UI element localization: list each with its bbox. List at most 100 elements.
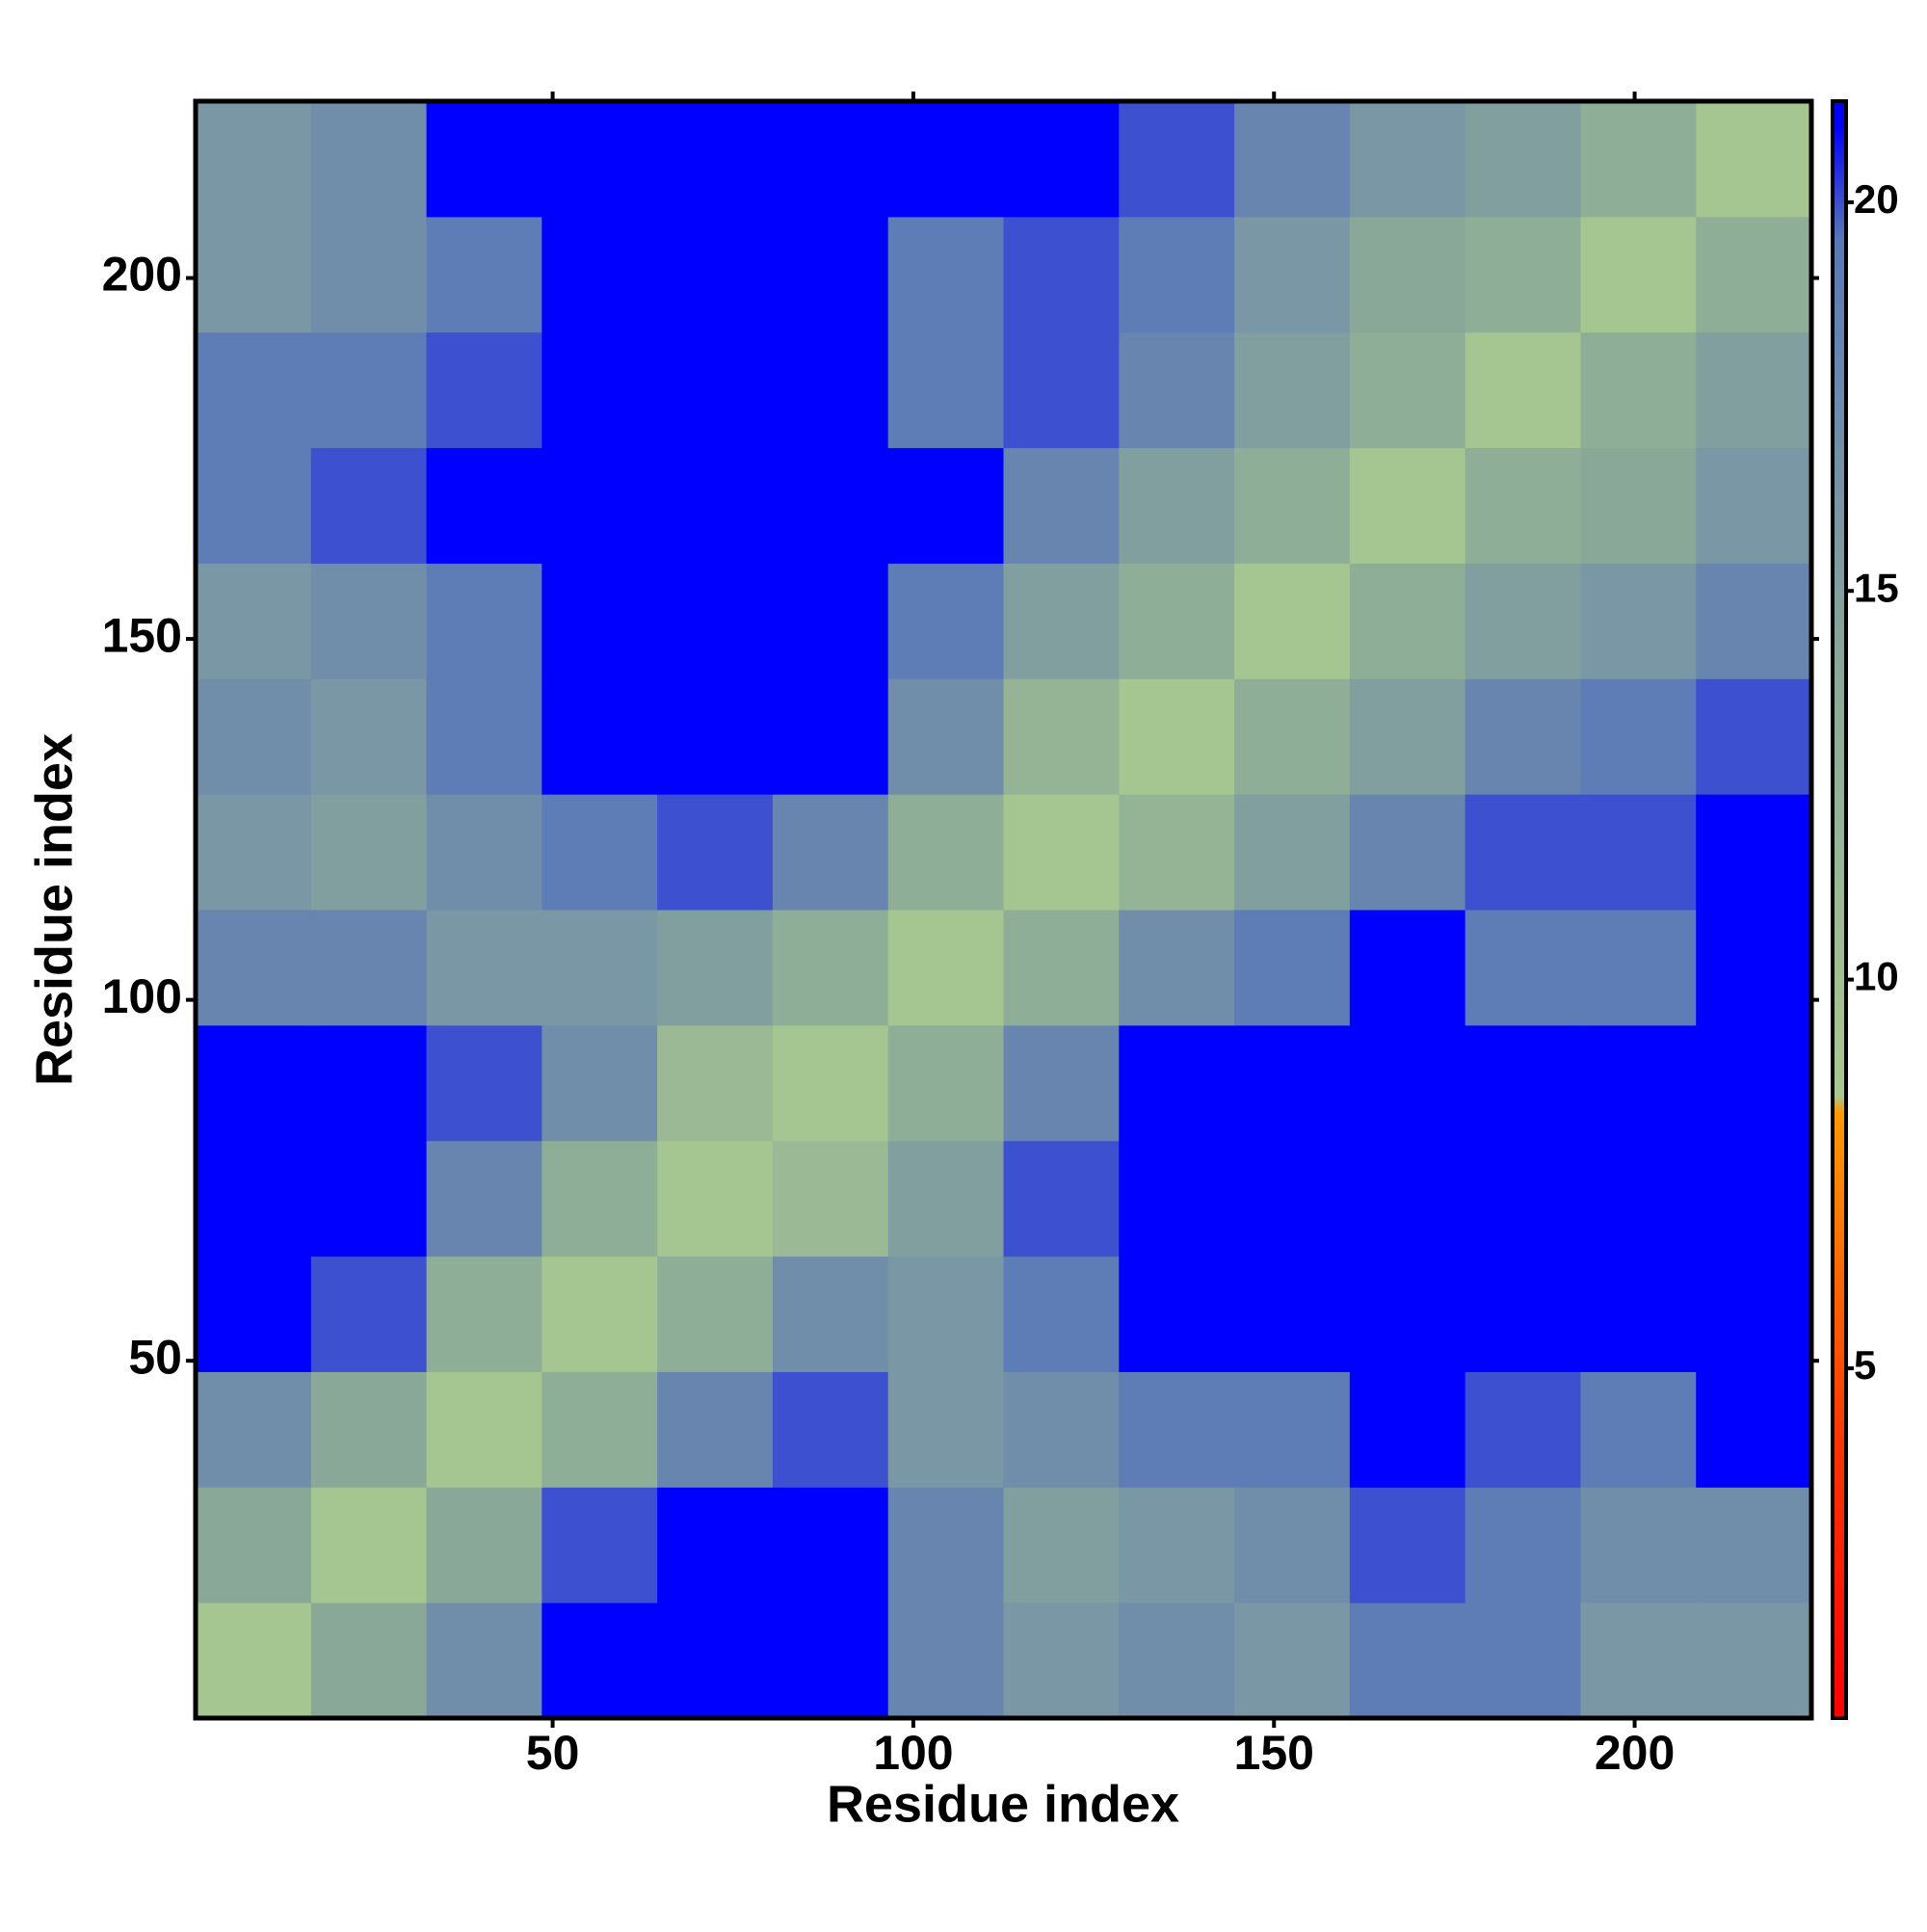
- heatmap-cell: [1003, 447, 1120, 564]
- heatmap-cell: [196, 1371, 312, 1488]
- heatmap-cell: [196, 1140, 312, 1257]
- heatmap-cell: [772, 563, 889, 679]
- colorbar-tick-label: 10: [1854, 954, 1899, 999]
- heatmap-cell: [1465, 1602, 1581, 1719]
- heatmap-cell: [310, 1487, 428, 1603]
- heatmap-cell: [310, 563, 428, 679]
- heatmap-cell: [541, 1371, 658, 1488]
- heatmap-cell: [657, 794, 774, 911]
- heatmap-cell: [887, 1024, 1004, 1142]
- heatmap-cell: [196, 1602, 312, 1719]
- heatmap-cell: [887, 331, 1004, 449]
- heatmap-cell: [887, 1487, 1004, 1603]
- x-tick-label: 150: [1234, 1726, 1314, 1780]
- heatmap-cell: [1234, 1487, 1351, 1603]
- heatmap-cell: [426, 1024, 542, 1142]
- heatmap-cell: [887, 1256, 1004, 1372]
- heatmap-cell: [541, 216, 658, 333]
- heatmap-cell: [1465, 216, 1581, 333]
- heatmap-cell: [1003, 331, 1120, 449]
- heatmap-cell: [1696, 1371, 1812, 1488]
- heatmap-cell: [426, 447, 542, 564]
- heatmap-cell: [310, 1024, 428, 1142]
- heatmap-cell: [772, 1140, 889, 1257]
- heatmap-cell: [887, 1140, 1004, 1257]
- heatmap-cell: [1003, 1024, 1120, 1142]
- heatmap-cell: [1349, 1602, 1466, 1719]
- heatmap-cell: [541, 1024, 658, 1142]
- heatmap-cell: [1119, 1371, 1235, 1488]
- heatmap-cell: [426, 1371, 542, 1488]
- heatmap-cell: [1119, 447, 1235, 564]
- heatmap-cell: [1234, 216, 1351, 333]
- heatmap-cell: [772, 101, 889, 218]
- heatmap-cell: [1234, 678, 1351, 795]
- heatmap-cell: [772, 1371, 889, 1488]
- heatmap-cell: [657, 910, 774, 1026]
- heatmap-cell: [310, 216, 428, 333]
- heatmap-cell: [1696, 563, 1812, 679]
- heatmap-cell: [887, 1602, 1004, 1719]
- heatmap-cell: [1234, 794, 1351, 911]
- heatmap-cell: [772, 216, 889, 333]
- heatmap-cell: [426, 1487, 542, 1603]
- heatmap-cell: [426, 101, 542, 218]
- heatmap-cell: [196, 1487, 312, 1603]
- heatmap-cell: [1119, 1140, 1235, 1257]
- colorbar-tick-label: 20: [1854, 176, 1899, 222]
- heatmap-cell: [1349, 1140, 1466, 1257]
- heatmap-cell: [1465, 1140, 1581, 1257]
- heatmap-cell: [1003, 1140, 1120, 1257]
- heatmap-cell: [541, 794, 658, 911]
- heatmap-cell: [1465, 794, 1581, 911]
- heatmap-cell: [541, 563, 658, 679]
- heatmap-cell: [1465, 1256, 1581, 1372]
- heatmap-cell: [1696, 101, 1812, 218]
- heatmap-cell: [1003, 910, 1120, 1026]
- heatmap-cell: [541, 101, 658, 218]
- heatmap-cell: [1696, 678, 1812, 795]
- heatmap-cell: [1465, 910, 1581, 1026]
- heatmap-cell: [310, 678, 428, 795]
- x-tick-label: 50: [526, 1726, 580, 1780]
- heatmap-cell: [1349, 101, 1466, 218]
- heatmap-cell: [657, 216, 774, 333]
- heatmap-cell: [1349, 563, 1466, 679]
- heatmap-cell: [1349, 1256, 1466, 1372]
- heatmap-cell: [1349, 216, 1466, 333]
- heatmap-cell: [196, 563, 312, 679]
- heatmap-cell: [887, 447, 1004, 564]
- heatmap-cell: [1580, 1371, 1697, 1488]
- heatmap-cell: [541, 910, 658, 1026]
- heatmap-cell: [772, 910, 889, 1026]
- heatmap-cell: [772, 678, 889, 795]
- heatmap-cell: [772, 1487, 889, 1603]
- heatmap-cell: [887, 563, 1004, 679]
- heatmap-cell: [1580, 1602, 1697, 1719]
- heatmap-cell: [1349, 1024, 1466, 1142]
- heatmap-cell: [1349, 331, 1466, 449]
- heatmap-cell: [1465, 1371, 1581, 1488]
- heatmap-cell: [772, 1256, 889, 1372]
- heatmap-cell: [1465, 1487, 1581, 1603]
- heatmap-cell: [426, 216, 542, 333]
- heatmap-cell: [657, 1371, 774, 1488]
- heatmap-cell: [310, 794, 428, 911]
- heatmap-cell: [196, 794, 312, 911]
- heatmap-cell: [1119, 1487, 1235, 1603]
- heatmap-cell: [1696, 1487, 1812, 1603]
- heatmap-cell: [1003, 1602, 1120, 1719]
- heatmap-cell: [1003, 678, 1120, 795]
- heatmap-cell: [1696, 1024, 1812, 1142]
- heatmap-cell: [1696, 910, 1812, 1026]
- heatmap-cell: [1119, 1256, 1235, 1372]
- heatmap-cell: [1234, 910, 1351, 1026]
- heatmap-cell: [1003, 1487, 1120, 1603]
- heatmap-cell: [196, 678, 312, 795]
- heatmap-cell: [310, 1140, 428, 1257]
- heatmap-cell: [772, 1602, 889, 1719]
- heatmap-cell: [1234, 331, 1351, 449]
- heatmap-cell: [310, 331, 428, 449]
